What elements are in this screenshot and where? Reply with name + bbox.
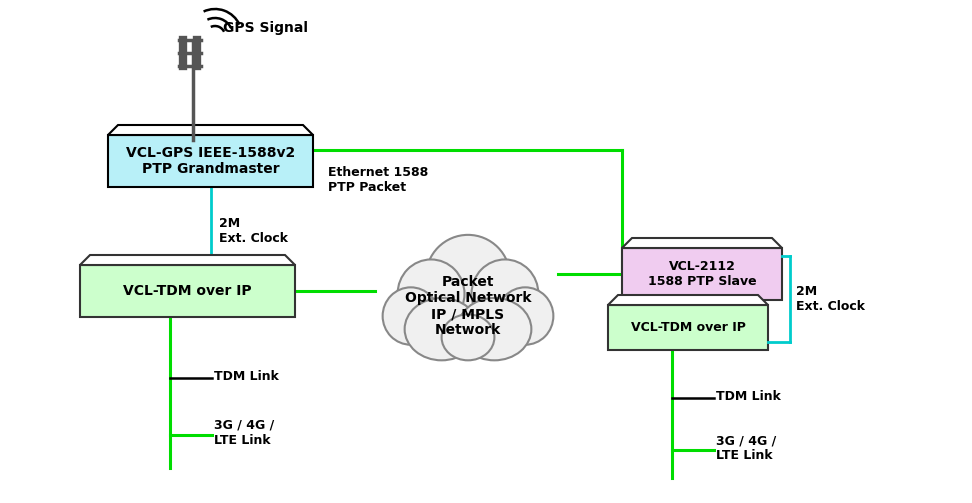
- Ellipse shape: [398, 260, 465, 328]
- Text: 3G / 4G /
LTE Link: 3G / 4G / LTE Link: [716, 434, 777, 462]
- Polygon shape: [108, 125, 313, 135]
- Ellipse shape: [471, 260, 538, 328]
- Text: TDM Link: TDM Link: [214, 370, 279, 382]
- Text: VCL-TDM over IP: VCL-TDM over IP: [123, 284, 252, 298]
- Ellipse shape: [404, 298, 478, 360]
- Text: VCL-TDM over IP: VCL-TDM over IP: [631, 321, 746, 334]
- Text: 2M
Ext. Clock: 2M Ext. Clock: [219, 217, 288, 245]
- Polygon shape: [608, 295, 768, 305]
- Text: GPS Signal: GPS Signal: [223, 21, 308, 35]
- Ellipse shape: [497, 287, 553, 345]
- Ellipse shape: [383, 287, 439, 345]
- Text: 2M
Ext. Clock: 2M Ext. Clock: [796, 285, 865, 313]
- Polygon shape: [608, 305, 768, 350]
- Ellipse shape: [426, 235, 510, 320]
- Polygon shape: [108, 135, 313, 187]
- Text: Ethernet 1588
PTP Packet: Ethernet 1588 PTP Packet: [328, 166, 429, 194]
- Polygon shape: [80, 265, 295, 317]
- Text: VCL-GPS IEEE-1588v2
PTP Grandmaster: VCL-GPS IEEE-1588v2 PTP Grandmaster: [126, 146, 295, 176]
- Text: 3G / 4G /
LTE Link: 3G / 4G / LTE Link: [214, 419, 274, 447]
- Text: Packet
Optical Network
IP / MPLS
Network: Packet Optical Network IP / MPLS Network: [404, 275, 532, 338]
- Text: TDM Link: TDM Link: [716, 389, 781, 402]
- Ellipse shape: [441, 314, 495, 360]
- Polygon shape: [622, 248, 782, 300]
- Polygon shape: [80, 255, 295, 265]
- Ellipse shape: [458, 298, 532, 360]
- Polygon shape: [622, 238, 782, 248]
- Text: VCL-2112
1588 PTP Slave: VCL-2112 1588 PTP Slave: [647, 260, 756, 288]
